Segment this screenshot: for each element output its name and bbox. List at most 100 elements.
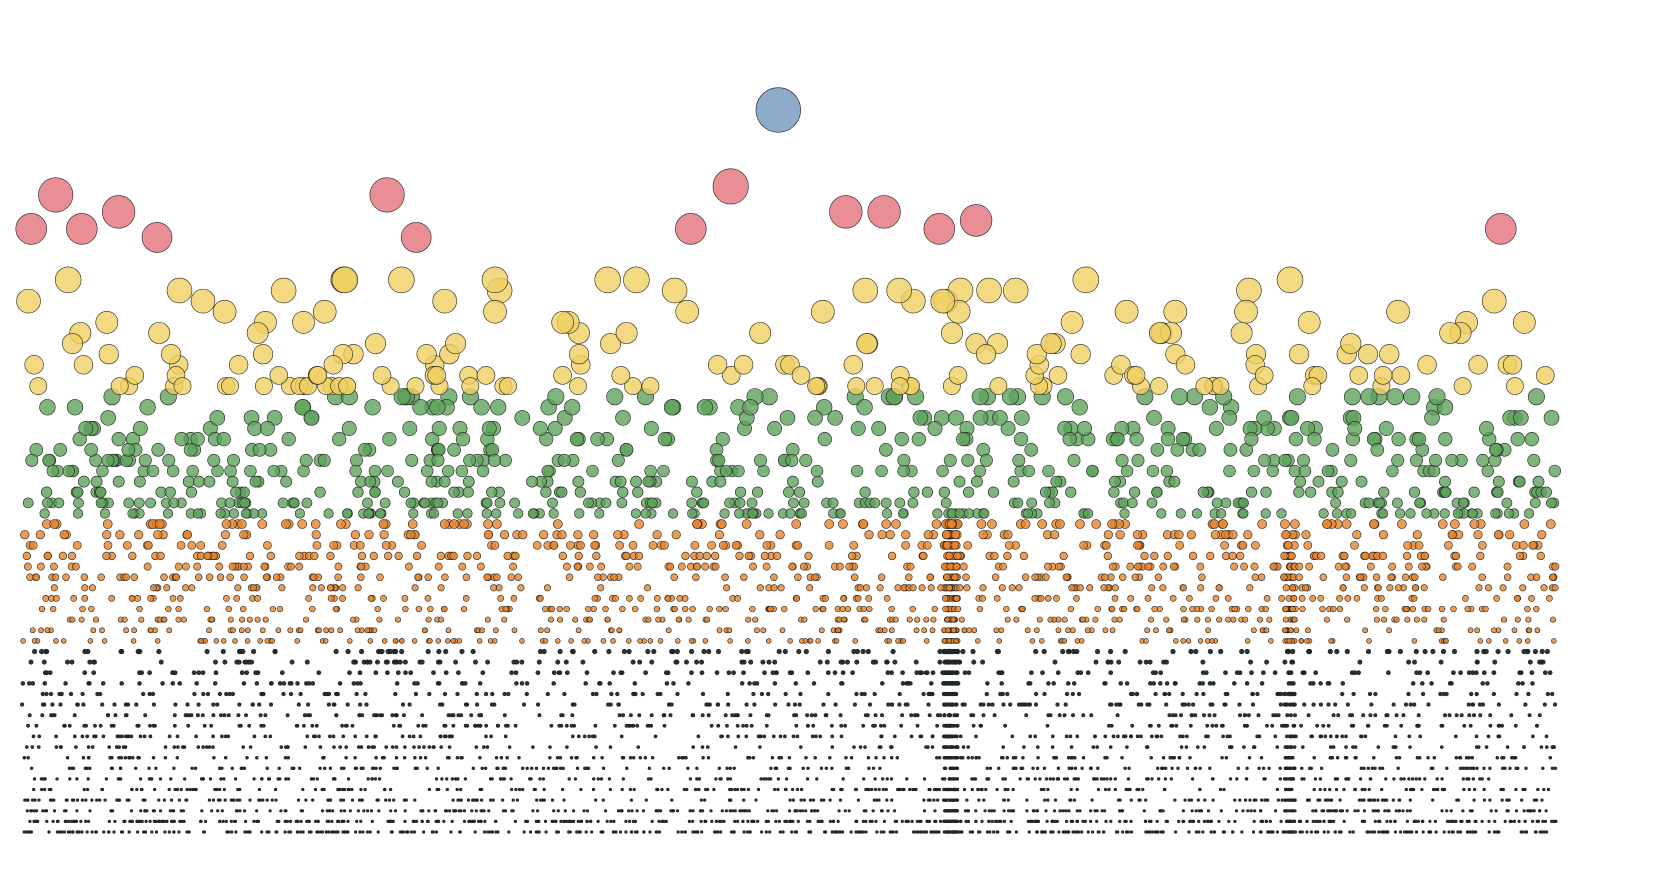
- data-point: [955, 734, 959, 739]
- data-point: [625, 562, 634, 571]
- data-point: [440, 777, 444, 781]
- data-point: [1340, 681, 1346, 686]
- data-point: [365, 830, 370, 834]
- data-point: [901, 540, 910, 550]
- data-point: [1318, 777, 1323, 781]
- data-point: [654, 809, 658, 813]
- data-point: [41, 809, 45, 813]
- data-point: [1314, 809, 1318, 813]
- data-point: [1041, 830, 1045, 834]
- data-point: [1244, 648, 1250, 655]
- data-point: [142, 734, 147, 739]
- data-point: [1344, 777, 1348, 781]
- data-point: [130, 819, 134, 824]
- data-point: [783, 819, 787, 824]
- data-point: [1278, 766, 1282, 770]
- data-point: [317, 734, 321, 739]
- data-point: [826, 691, 831, 697]
- data-point: [884, 787, 888, 792]
- data-point: [788, 562, 797, 571]
- data-point: [1066, 755, 1071, 760]
- data-point: [805, 713, 810, 718]
- data-point: [954, 745, 958, 749]
- data-point: [1031, 595, 1039, 602]
- data-point: [706, 755, 711, 760]
- data-point: [716, 519, 727, 529]
- data-point: [115, 530, 125, 540]
- data-point: [416, 723, 421, 728]
- data-point: [1060, 648, 1066, 655]
- data-point: [1420, 681, 1425, 686]
- data-point: [241, 681, 247, 686]
- data-point: [1075, 819, 1080, 824]
- data-point: [459, 787, 463, 792]
- data-point: [1210, 723, 1215, 728]
- data-point: [689, 670, 694, 676]
- data-point: [397, 723, 402, 728]
- data-point: [503, 551, 512, 561]
- data-point: [899, 723, 904, 728]
- data-point: [940, 670, 946, 676]
- data-point: [572, 819, 576, 824]
- data-point: [120, 830, 125, 834]
- data-point: [252, 734, 257, 739]
- data-point: [417, 659, 423, 665]
- data-point: [72, 734, 77, 739]
- data-point: [217, 787, 222, 792]
- data-point: [655, 616, 662, 623]
- data-point: [364, 734, 369, 739]
- data-point: [675, 638, 681, 644]
- data-point: [1553, 766, 1558, 770]
- data-point: [1550, 745, 1555, 749]
- data-point: [824, 540, 834, 550]
- data-point: [1176, 766, 1180, 770]
- data-point: [1276, 713, 1281, 718]
- data-point: [1236, 551, 1245, 561]
- data-point: [945, 551, 954, 561]
- data-point: [700, 713, 705, 718]
- data-point: [388, 787, 393, 792]
- data-point: [798, 691, 803, 697]
- data-point: [892, 809, 897, 813]
- data-point: [979, 787, 983, 792]
- data-point: [626, 723, 631, 728]
- data-point: [1100, 809, 1104, 813]
- data-point: [1341, 562, 1350, 571]
- data-point: [443, 670, 449, 676]
- data-point: [1108, 670, 1114, 676]
- data-point: [1096, 787, 1101, 792]
- data-point: [1503, 819, 1507, 824]
- data-point: [1017, 702, 1022, 707]
- data-point: [38, 627, 44, 634]
- data-point: [1109, 627, 1116, 634]
- data-point: [557, 530, 567, 540]
- data-point: [393, 809, 398, 813]
- data-point: [562, 819, 567, 824]
- data-point: [905, 777, 909, 781]
- data-point: [29, 627, 36, 634]
- data-point: [1384, 648, 1390, 655]
- data-point: [783, 787, 788, 792]
- data-point: [289, 659, 295, 665]
- data-point: [583, 681, 588, 686]
- data-point: [357, 573, 365, 581]
- data-point: [1285, 713, 1290, 718]
- data-point: [882, 755, 886, 760]
- data-point: [799, 638, 805, 644]
- data-point: [1437, 519, 1448, 529]
- data-point: [608, 787, 613, 792]
- data-point: [1052, 659, 1058, 665]
- data-point: [376, 573, 384, 581]
- data-point: [1480, 681, 1485, 686]
- data-point: [592, 734, 597, 739]
- data-point: [677, 562, 686, 571]
- data-point: [1386, 670, 1391, 676]
- data-point: [613, 530, 623, 540]
- data-point: [1482, 766, 1486, 770]
- data-point: [1291, 681, 1296, 686]
- data-point: [1413, 616, 1420, 623]
- data-point: [311, 734, 316, 739]
- data-point: [1011, 787, 1015, 792]
- data-point: [1288, 584, 1297, 592]
- data-point: [1095, 809, 1099, 813]
